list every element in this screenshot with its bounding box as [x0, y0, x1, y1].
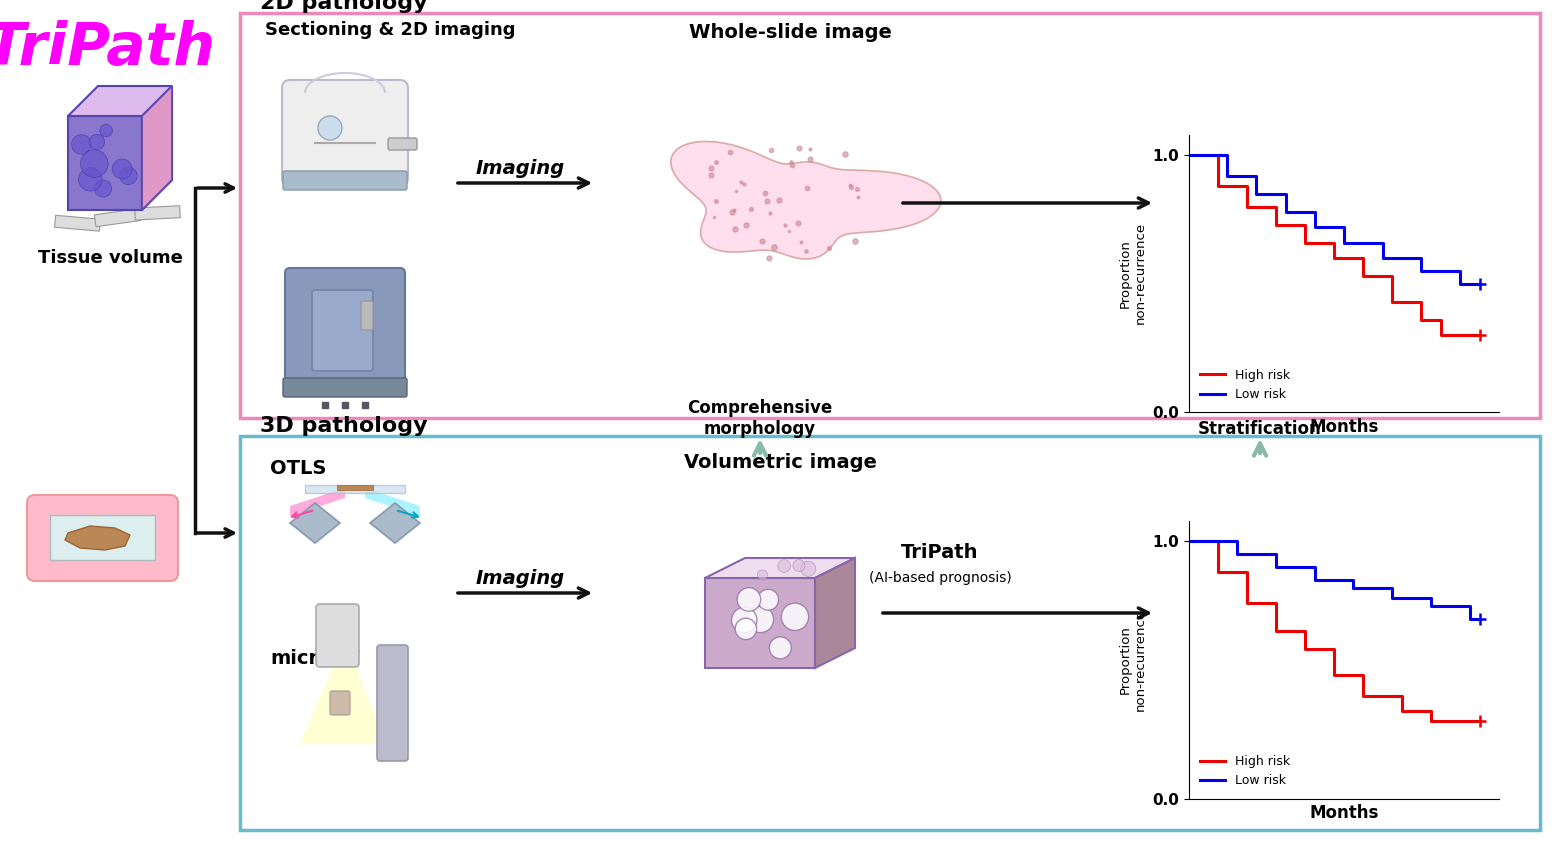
FancyBboxPatch shape: [55, 215, 100, 231]
Text: Comprehensive
morphology: Comprehensive morphology: [687, 399, 833, 438]
FancyBboxPatch shape: [282, 80, 408, 186]
Polygon shape: [67, 86, 172, 116]
FancyBboxPatch shape: [337, 485, 373, 490]
Circle shape: [793, 560, 804, 571]
Polygon shape: [706, 578, 815, 668]
Polygon shape: [299, 663, 386, 743]
FancyBboxPatch shape: [285, 268, 405, 388]
Circle shape: [78, 168, 102, 191]
FancyBboxPatch shape: [135, 206, 180, 220]
Text: 3D pathology: 3D pathology: [260, 416, 428, 436]
Text: TriPath: TriPath: [0, 19, 215, 76]
Text: (AI-based prognosis): (AI-based prognosis): [869, 571, 1011, 585]
X-axis label: Months: Months: [1309, 418, 1378, 436]
FancyBboxPatch shape: [50, 515, 155, 560]
Circle shape: [80, 149, 108, 177]
Polygon shape: [143, 86, 172, 210]
Circle shape: [748, 607, 773, 633]
Circle shape: [89, 135, 105, 150]
Text: microCT: microCT: [270, 648, 359, 667]
Text: TriPath: TriPath: [902, 543, 978, 562]
Circle shape: [72, 135, 91, 155]
Circle shape: [119, 167, 136, 185]
Circle shape: [757, 589, 779, 610]
Text: Sectioning & 2D imaging: Sectioning & 2D imaging: [265, 21, 516, 39]
Polygon shape: [290, 503, 340, 543]
Polygon shape: [671, 141, 941, 259]
Circle shape: [732, 608, 757, 633]
FancyBboxPatch shape: [27, 495, 179, 581]
Circle shape: [770, 637, 792, 659]
Circle shape: [778, 560, 790, 572]
Circle shape: [318, 116, 342, 140]
Circle shape: [100, 124, 113, 137]
Polygon shape: [370, 503, 420, 543]
Text: Tissue volume: Tissue volume: [38, 249, 182, 267]
Text: Imaging: Imaging: [475, 569, 564, 588]
Circle shape: [113, 159, 132, 179]
FancyBboxPatch shape: [306, 485, 405, 493]
FancyBboxPatch shape: [376, 645, 408, 761]
Text: OTLS: OTLS: [270, 458, 326, 477]
Circle shape: [801, 562, 815, 576]
FancyBboxPatch shape: [94, 208, 141, 227]
Circle shape: [757, 570, 767, 580]
Polygon shape: [64, 526, 130, 550]
Y-axis label: Proportion
non-recurrence: Proportion non-recurrence: [1118, 222, 1146, 325]
FancyBboxPatch shape: [282, 171, 408, 190]
FancyBboxPatch shape: [329, 691, 350, 715]
FancyBboxPatch shape: [312, 290, 373, 371]
Y-axis label: Proportion
non-recurrence: Proportion non-recurrence: [1118, 608, 1146, 711]
Text: Volumetric image: Volumetric image: [684, 453, 877, 472]
Polygon shape: [706, 558, 855, 578]
Legend: High risk, Low risk: High risk, Low risk: [1195, 750, 1295, 792]
Text: Whole-slide image: Whole-slide image: [688, 23, 892, 43]
Circle shape: [781, 603, 809, 630]
Text: Imaging: Imaging: [475, 159, 564, 177]
Text: 2D pathology: 2D pathology: [260, 0, 428, 13]
FancyBboxPatch shape: [282, 378, 408, 397]
Circle shape: [737, 588, 760, 611]
Text: Better risk
Stratification: Better risk Stratification: [1198, 399, 1322, 438]
Polygon shape: [290, 488, 345, 516]
Circle shape: [94, 180, 111, 197]
FancyBboxPatch shape: [387, 138, 417, 150]
Legend: High risk, Low risk: High risk, Low risk: [1195, 364, 1295, 406]
Polygon shape: [67, 116, 143, 210]
Circle shape: [735, 618, 757, 640]
FancyBboxPatch shape: [240, 13, 1540, 418]
Polygon shape: [815, 558, 855, 668]
FancyBboxPatch shape: [240, 436, 1540, 830]
FancyBboxPatch shape: [317, 604, 359, 667]
Polygon shape: [365, 488, 420, 516]
Polygon shape: [143, 86, 172, 210]
FancyBboxPatch shape: [361, 301, 373, 330]
X-axis label: Months: Months: [1309, 804, 1378, 822]
